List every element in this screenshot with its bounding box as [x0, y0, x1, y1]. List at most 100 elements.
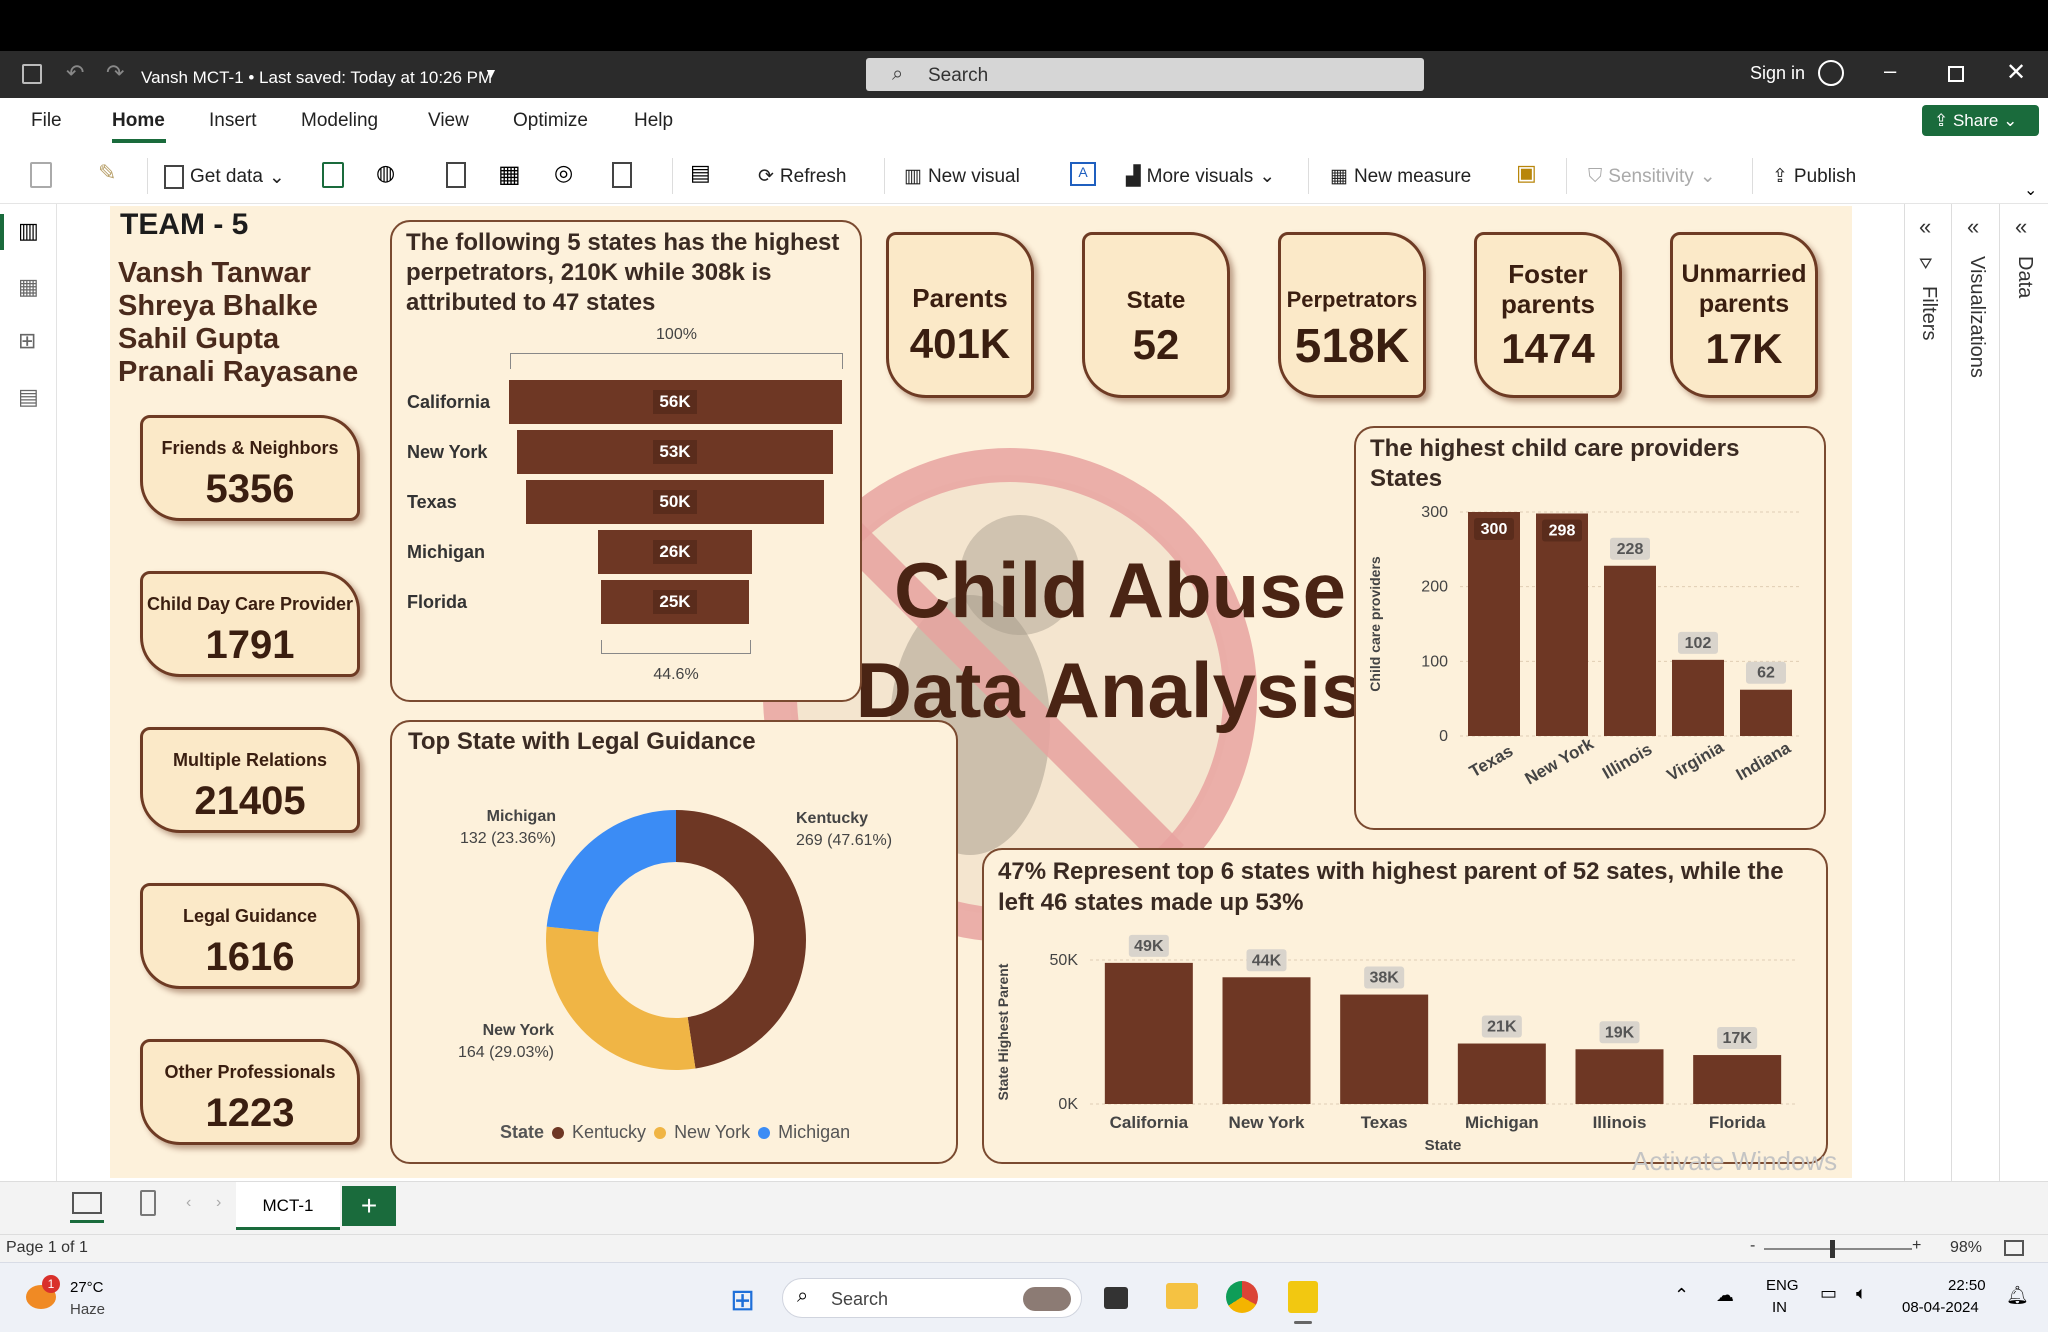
bar[interactable]	[1693, 1055, 1782, 1104]
next-page-icon[interactable]: ›	[216, 1194, 222, 1211]
collapse-data-icon[interactable]: «	[2015, 214, 2028, 239]
funnel-bar[interactable]: 25K	[600, 580, 750, 624]
recent-sources-icon[interactable]	[612, 162, 632, 188]
bar[interactable]	[1672, 659, 1724, 736]
onedrive-icon[interactable]: ☁	[1716, 1285, 1734, 1305]
data-pane-label[interactable]: Data	[2014, 256, 2036, 299]
donut-slice[interactable]	[546, 810, 676, 932]
kpi-friends-neighbors[interactable]: Friends & Neighbors 5356	[140, 415, 360, 521]
volume-icon[interactable]: 🔈︎	[1856, 1283, 1867, 1303]
kpi-perpetrators[interactable]: Perpetrators 518K	[1278, 232, 1426, 398]
transform-data-icon[interactable]: ▤	[690, 160, 711, 185]
mobile-layout-icon[interactable]	[140, 1190, 156, 1216]
clock-date[interactable]: 08-04-2024	[1902, 1299, 1979, 1316]
share-button[interactable]: ⇪ Share ⌄	[1922, 105, 2039, 136]
zoom-slider[interactable]	[1764, 1248, 1912, 1250]
signin-link[interactable]: Sign in	[1750, 63, 1806, 83]
page-tab-mct1[interactable]: MCT-1	[236, 1182, 340, 1230]
kpi-unmarried-parents[interactable]: Unmarried parents 17K	[1670, 232, 1818, 398]
dax-query-icon[interactable]: ▤	[18, 384, 39, 409]
redo-icon[interactable]: ↷	[106, 60, 125, 85]
excel-icon[interactable]	[322, 162, 344, 188]
report-view-icon[interactable]: ▥	[18, 218, 39, 243]
visualizations-pane-label[interactable]: Visualizations	[1966, 256, 1988, 378]
notifications-bell-icon[interactable]: 🔔︎	[2006, 1285, 2029, 1305]
zoom-out-icon[interactable]: -	[1750, 1237, 1756, 1254]
filters-pane-label[interactable]: Filters	[1918, 286, 1940, 341]
chrome-icon[interactable]	[1226, 1281, 1258, 1313]
bar[interactable]	[1104, 962, 1193, 1104]
menu-modeling[interactable]: Modeling	[301, 110, 379, 131]
refresh-button[interactable]: ⟳ Refresh	[758, 165, 846, 188]
format-painter-icon[interactable]: ✎	[98, 160, 117, 185]
search-input[interactable]: ⌕ Search	[866, 58, 1424, 91]
collapse-visualizations-icon[interactable]: «	[1967, 214, 1980, 239]
kpi-child-day-care[interactable]: Child Day Care Provider 1791	[140, 571, 360, 677]
powerbi-icon[interactable]	[1288, 1281, 1318, 1313]
show-hidden-icons-icon[interactable]: ⌃	[1674, 1285, 1690, 1305]
table-view-icon[interactable]: ▦	[18, 274, 39, 299]
new-measure-button[interactable]: ▦ New measure	[1330, 165, 1471, 188]
desktop-layout-icon[interactable]	[72, 1192, 102, 1214]
legend-item[interactable]: Kentucky	[572, 1122, 647, 1142]
menu-file[interactable]: File	[31, 110, 62, 131]
zoom-in-icon[interactable]: +	[1912, 1237, 1922, 1254]
quick-measure-icon[interactable]: ▣	[1516, 160, 1537, 185]
file-explorer-icon[interactable]	[1166, 1283, 1198, 1309]
bar[interactable]	[1222, 977, 1311, 1104]
ribbon-collapse-icon[interactable]: ⌄	[2024, 182, 2038, 199]
kpi-legal-guidance[interactable]: Legal Guidance 1616	[140, 883, 360, 989]
minimize-icon[interactable]: –	[1884, 58, 1897, 83]
bar[interactable]	[1575, 1049, 1664, 1104]
funnel-row[interactable]: California 56K	[400, 380, 860, 424]
datahub-icon[interactable]: ◍	[376, 160, 396, 185]
bar[interactable]	[1468, 512, 1520, 736]
save-icon[interactable]	[22, 64, 42, 84]
chevron-down-icon[interactable]: ▼	[484, 65, 498, 81]
document-title[interactable]: Vansh MCT-1 • Last saved: Today at 10:26…	[141, 68, 493, 87]
collapse-filters-icon[interactable]: «	[1919, 214, 1932, 239]
region-indicator[interactable]: IN	[1772, 1299, 1787, 1316]
bar[interactable]	[1536, 513, 1588, 736]
task-view-icon[interactable]	[1104, 1287, 1128, 1309]
bar[interactable]	[1740, 689, 1792, 736]
funnel-bar[interactable]: 50K	[526, 480, 824, 524]
menu-insert[interactable]: Insert	[209, 110, 257, 131]
menu-view[interactable]: View	[428, 110, 469, 131]
menu-help[interactable]: Help	[634, 110, 674, 131]
bar[interactable]	[1457, 1043, 1546, 1104]
publish-button[interactable]: ⇪ Publish	[1772, 165, 1856, 188]
undo-icon[interactable]: ↶	[66, 60, 85, 85]
model-view-icon[interactable]: ⊞	[18, 328, 37, 353]
funnel-row[interactable]: Texas 50K	[400, 480, 860, 524]
account-icon[interactable]	[1818, 60, 1844, 86]
legend-item[interactable]: New York	[674, 1122, 751, 1142]
funnel-bar[interactable]: 56K	[508, 380, 842, 424]
enter-data-icon[interactable]: ▦	[498, 161, 521, 188]
kpi-foster-parents[interactable]: Foster parents 1474	[1474, 232, 1622, 398]
bar[interactable]	[1340, 994, 1429, 1104]
more-visuals-button[interactable]: ▟ More visuals ⌄	[1126, 165, 1275, 188]
sensitivity-button[interactable]: ⛉ Sensitivity ⌄	[1588, 165, 1716, 188]
paste-icon[interactable]	[30, 162, 52, 188]
funnel-bar[interactable]: 53K	[517, 430, 833, 474]
text-box-icon[interactable]: A	[1070, 162, 1096, 186]
kpi-parents[interactable]: Parents 401K	[886, 232, 1034, 398]
maximize-icon[interactable]	[1948, 66, 1964, 82]
get-data-button[interactable]: Get data ⌄	[164, 165, 285, 189]
fit-to-page-icon[interactable]	[2004, 1240, 2024, 1256]
funnel-row[interactable]: New York 53K	[400, 430, 860, 474]
legend-item[interactable]: Michigan	[778, 1122, 851, 1142]
zoom-slider-thumb[interactable]	[1830, 1240, 1835, 1258]
sql-icon[interactable]	[446, 162, 466, 188]
donut-slice[interactable]	[546, 926, 696, 1070]
funnel-row[interactable]: Florida 25K	[400, 580, 860, 624]
add-page-button[interactable]: +	[342, 1186, 396, 1226]
funnel-bar[interactable]: 26K	[597, 530, 753, 574]
kpi-state[interactable]: State 52	[1082, 232, 1230, 398]
close-icon[interactable]: ✕	[2006, 59, 2027, 86]
windows-start-icon[interactable]: ⊞	[730, 1284, 756, 1317]
funnel-row[interactable]: Michigan 26K	[400, 530, 860, 574]
menu-home[interactable]: Home	[112, 110, 165, 131]
bar[interactable]	[1604, 565, 1656, 736]
